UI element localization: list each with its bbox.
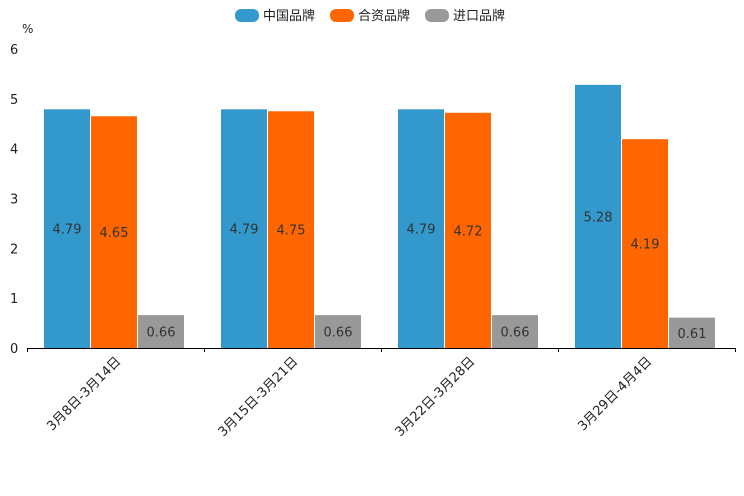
bar[interactable] — [91, 116, 137, 349]
legend-label-3: 进口品牌 — [453, 8, 505, 24]
legend-label-1: 中国品牌 — [263, 8, 315, 24]
y-tick-label: 1 — [10, 292, 18, 307]
y-axis-unit-label: % — [22, 22, 33, 36]
bar[interactable] — [398, 109, 444, 348]
bar[interactable] — [315, 315, 361, 348]
bar[interactable] — [669, 317, 715, 348]
x-tick-label: 3月15日-3月21日 — [216, 354, 302, 440]
data-label: 0.66 — [324, 326, 353, 341]
legend-label-2: 合资品牌 — [358, 8, 410, 24]
legend-swatch-2[interactable] — [330, 9, 354, 22]
legend: 中国品牌 合资品牌 进口品牌 — [235, 8, 505, 24]
y-tick-label: 2 — [10, 242, 18, 257]
bars: 4.79 4.65 0.66 4.79 4.75 0.66 4.79 4.72 0.66 5.28… — [44, 84, 715, 349]
legend-swatch-3[interactable] — [425, 9, 449, 22]
data-label: 5.28 — [584, 210, 613, 225]
bar[interactable] — [44, 109, 90, 348]
x-axis: 3月8日-3月14日 3月15日-3月21日 3月22日-3月28日 3月29日-4月… — [27, 348, 736, 440]
data-label: 0.66 — [501, 326, 530, 341]
data-label: 0.61 — [678, 327, 707, 342]
y-axis: 0 1 2 3 4 5 6 — [10, 43, 18, 357]
y-tick-label: 3 — [10, 193, 18, 208]
bar[interactable] — [138, 315, 184, 348]
data-label: 4.75 — [277, 224, 306, 239]
data-label: 0.66 — [147, 326, 176, 341]
y-tick-label: 4 — [10, 143, 18, 158]
x-tick-label: 3月29日-4月4日 — [575, 354, 655, 434]
bar[interactable] — [492, 315, 538, 348]
data-label: 4.79 — [230, 223, 259, 238]
bar[interactable] — [575, 84, 621, 348]
bar[interactable] — [445, 112, 491, 348]
bar[interactable] — [221, 109, 267, 348]
bar[interactable] — [622, 139, 668, 348]
data-label: 4.19 — [631, 238, 660, 253]
y-tick-label: 6 — [10, 43, 18, 58]
y-tick-label: 0 — [10, 342, 18, 357]
legend-swatch-1[interactable] — [235, 9, 259, 22]
data-label: 4.79 — [53, 223, 82, 238]
bar[interactable] — [268, 111, 314, 349]
x-tick-label: 3月8日-3月14日 — [44, 354, 124, 434]
y-tick-label: 5 — [10, 93, 18, 108]
data-label: 4.65 — [100, 226, 129, 241]
data-label: 4.72 — [454, 224, 483, 239]
x-tick-label: 3月22日-3月28日 — [393, 354, 479, 440]
data-label: 4.79 — [407, 223, 436, 238]
